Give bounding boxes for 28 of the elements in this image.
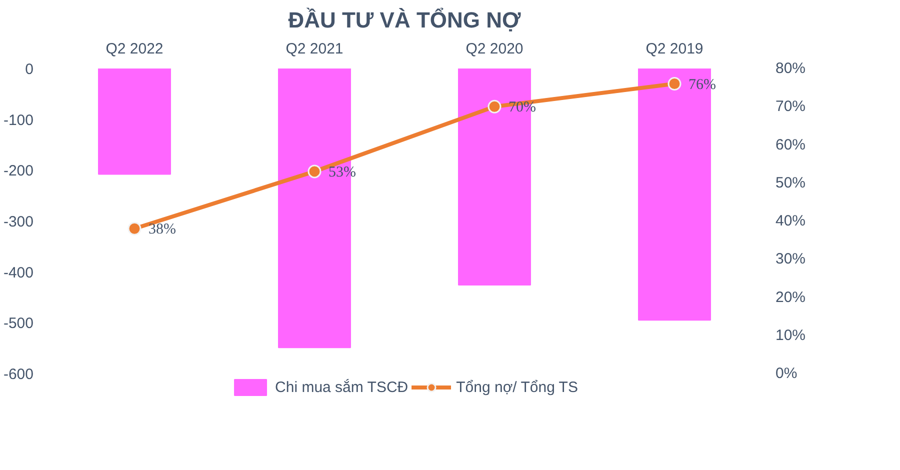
y-tick-label: -100 bbox=[3, 112, 34, 129]
y2-tick-label: 20% bbox=[776, 288, 806, 306]
y2-tick-label: 40% bbox=[776, 212, 806, 230]
point bbox=[488, 100, 502, 114]
y2-tick-label: 70% bbox=[776, 98, 806, 116]
y-tick-label: -500 bbox=[3, 315, 34, 332]
x-tick-label: Q2 2022 bbox=[106, 40, 164, 58]
point bbox=[308, 164, 322, 178]
point bbox=[128, 222, 142, 236]
legend-label: Tổng nợ/ Tổng TS bbox=[456, 378, 578, 396]
x-tick-label: Q2 2021 bbox=[286, 40, 344, 58]
y2-tick-label: 10% bbox=[776, 326, 806, 344]
x-tick-label: Q2 2020 bbox=[466, 40, 524, 58]
y2-tick-label: 0% bbox=[776, 365, 798, 382]
y-tick-label: -200 bbox=[3, 162, 34, 180]
chart-title: ĐẦU TƯ VÀ TỔNG NỢ bbox=[288, 8, 522, 32]
legend-label: Chi mua sắm TSCĐ bbox=[275, 378, 408, 396]
y-tick-label: -600 bbox=[3, 366, 34, 383]
y-tick-label: -300 bbox=[3, 214, 34, 230]
y2-tick-label: 80% bbox=[776, 60, 806, 77]
y-tick-label: 0 bbox=[25, 61, 34, 78]
point bbox=[668, 77, 682, 90]
x-tick-label: Q2 2019 bbox=[646, 40, 704, 58]
y2-tick-label: 30% bbox=[776, 250, 806, 268]
y-tick-label: -400 bbox=[3, 264, 34, 282]
y2-tick-label: 60% bbox=[776, 136, 806, 154]
y2-tick-label: 50% bbox=[776, 174, 806, 192]
data-label: 38% bbox=[148, 222, 176, 238]
